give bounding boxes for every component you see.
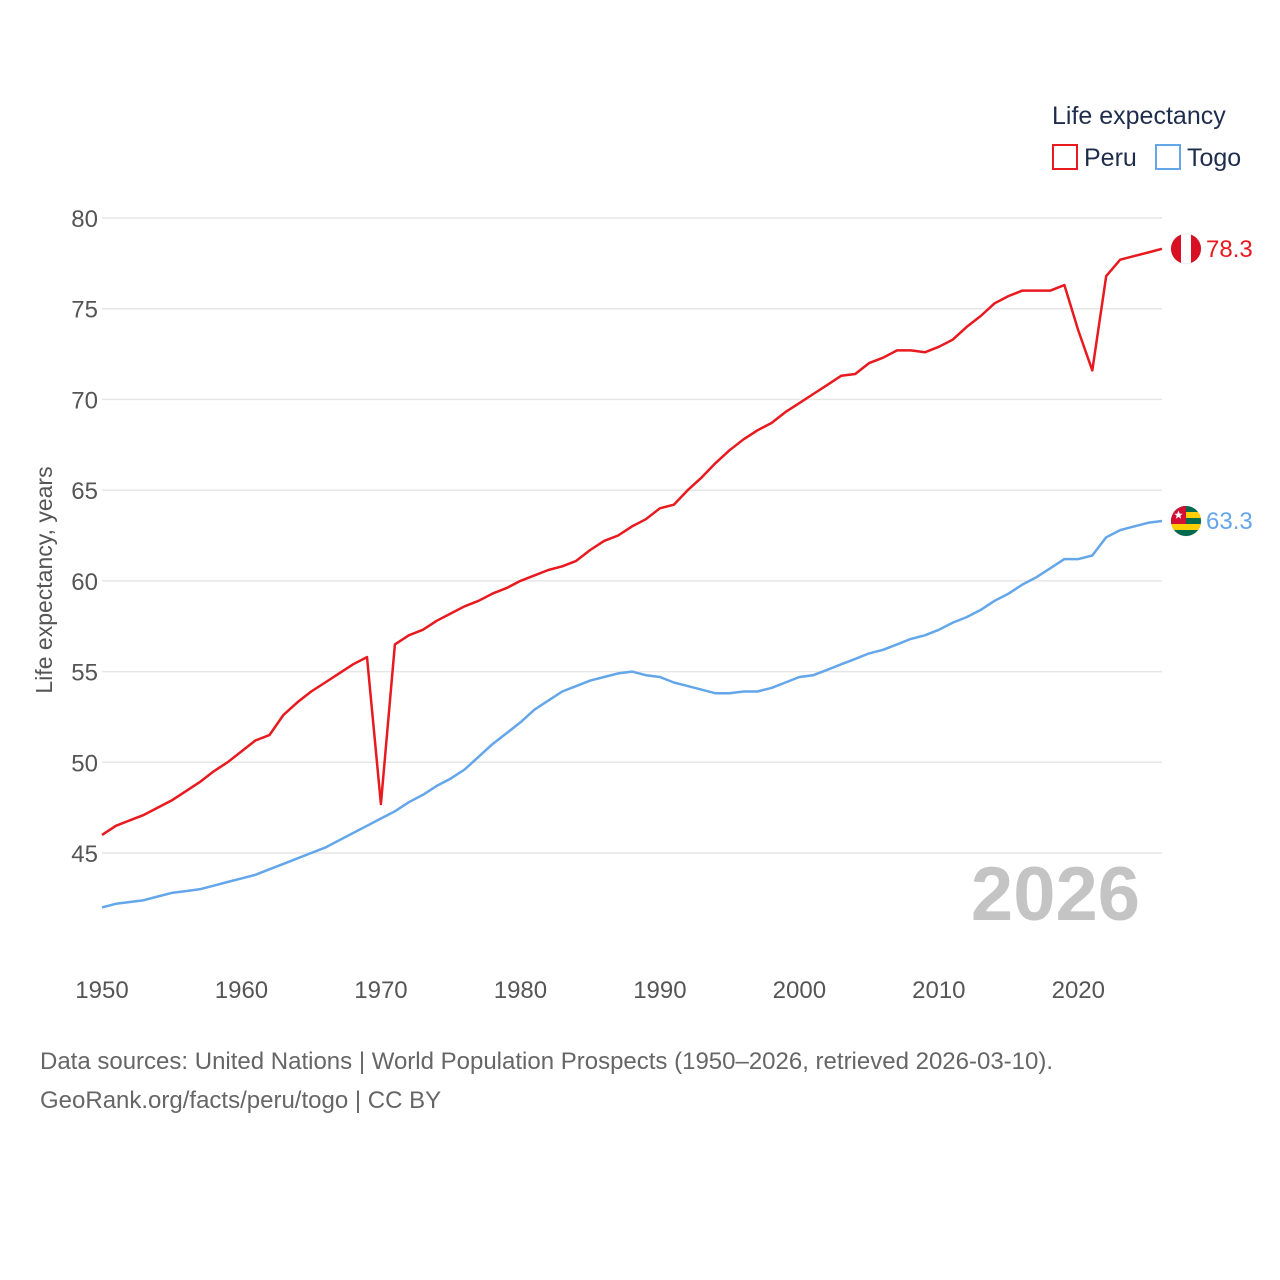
x-tick-label: 1960 xyxy=(215,977,268,1004)
footer: Data sources: United Nations | World Pop… xyxy=(40,1042,1260,1120)
source-note: Data sources: United Nations | World Pop… xyxy=(40,1048,1054,1075)
y-tick-label: 45 xyxy=(71,841,98,868)
series-line-togo[interactable] xyxy=(101,519,1163,909)
x-tick-label: 1980 xyxy=(494,977,547,1004)
legend-item-togo[interactable]: Togo xyxy=(1155,144,1241,172)
gridlines xyxy=(102,217,1162,854)
y-axis-title: Life expectancy, years xyxy=(31,466,57,693)
y-tick-label: 60 xyxy=(71,569,98,596)
legend: Life expectancy Peru Togo xyxy=(1052,102,1241,172)
series-lines xyxy=(101,247,1163,909)
x-axis-ticks: 1950 1960 1970 1980 1990 2000 2010 2020 xyxy=(75,977,1105,1004)
legend-label-togo: Togo xyxy=(1187,144,1241,172)
legend-swatch-peru xyxy=(1052,144,1078,170)
x-tick-label: 1970 xyxy=(354,977,407,1004)
series-line-peru[interactable] xyxy=(101,247,1163,836)
x-tick-label: 1990 xyxy=(633,977,686,1004)
life-expectancy-chart: 45 50 55 60 65 70 75 80 1950 1960 1970 1980 1990 200… xyxy=(31,102,1253,1004)
end-label-togo: 63.3 xyxy=(1206,508,1253,535)
legend-title: Life expectancy xyxy=(1052,102,1226,130)
y-tick-label: 70 xyxy=(71,387,98,414)
x-tick-label: 1950 xyxy=(75,977,128,1004)
y-tick-label: 55 xyxy=(71,660,98,687)
legend-item-peru[interactable]: Peru xyxy=(1052,144,1137,172)
y-tick-label: 75 xyxy=(71,297,98,324)
y-tick-label: 65 xyxy=(71,478,98,505)
source-link[interactable]: GeoRank.org/facts/peru/togo | CC BY xyxy=(40,1087,442,1114)
y-tick-label: 50 xyxy=(71,750,98,777)
x-tick-label: 2020 xyxy=(1052,977,1105,1004)
end-labels: 78.3 63.3 xyxy=(1170,233,1253,537)
x-tick-label: 2000 xyxy=(773,977,826,1004)
current-year-watermark: 2026 xyxy=(971,852,1140,937)
y-tick-label: 80 xyxy=(71,206,98,233)
legend-label-peru: Peru xyxy=(1084,144,1137,172)
x-tick-label: 2010 xyxy=(912,977,965,1004)
end-label-peru: 78.3 xyxy=(1206,236,1253,263)
y-axis-ticks: 45 50 55 60 65 70 75 80 xyxy=(71,206,98,868)
togo-flag-icon xyxy=(1170,505,1202,537)
legend-swatch-togo xyxy=(1155,144,1181,170)
peru-flag-icon xyxy=(1170,233,1202,265)
